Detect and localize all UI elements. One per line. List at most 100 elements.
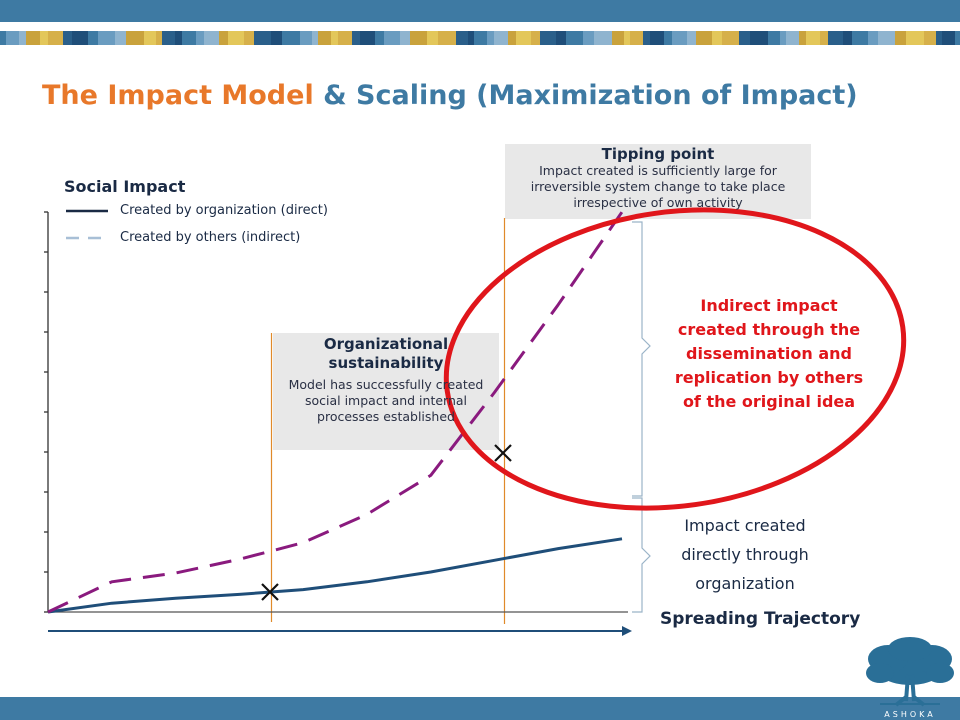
stripe-segment <box>696 31 712 45</box>
stripe-segment <box>338 31 352 45</box>
stripe-segment <box>282 31 300 45</box>
direct-note-line-3: organization <box>695 574 795 593</box>
sustainability-body-1: Model has successfully created <box>288 377 484 392</box>
stripe-segment <box>768 31 780 45</box>
stripe-segment <box>384 31 400 45</box>
stripe-segment <box>624 31 630 45</box>
stripe-segment <box>156 31 162 45</box>
stripe-segment <box>19 31 26 45</box>
stripe-segment <box>878 31 895 45</box>
stripe-segment <box>427 31 438 45</box>
stripe-segment <box>375 31 384 45</box>
tipping-point-heading: Tipping point <box>601 145 715 163</box>
stripe-segment <box>650 31 664 45</box>
stripe-segment <box>196 31 204 45</box>
indirect-note-line-2: created through the <box>677 320 861 339</box>
logo-wordmark: ASHOKA <box>884 710 935 719</box>
highlight-ellipse <box>443 207 907 511</box>
stripe-segment <box>924 31 936 45</box>
indirect-note-line-3: dissemination and <box>686 344 852 363</box>
stripe-segment <box>630 31 643 45</box>
stripe-segment <box>331 31 338 45</box>
stripe-segment <box>360 31 375 45</box>
stripe-segment <box>540 31 556 45</box>
stripe-segment <box>868 31 878 45</box>
tipping-point-box <box>505 144 811 219</box>
stripe-segment <box>750 31 768 45</box>
stripe-segment <box>612 31 624 45</box>
stripe-segment <box>516 31 531 45</box>
indirect-impact-line <box>47 211 624 614</box>
stripe-segment <box>40 31 48 45</box>
stripe-segment <box>672 31 687 45</box>
stripe-segment <box>244 31 254 45</box>
stripe-segment <box>175 31 182 45</box>
stripe-segment <box>219 31 228 45</box>
stripe-segment <box>312 31 318 45</box>
stripe-segment <box>780 31 786 45</box>
stripe-segment <box>254 31 271 45</box>
sustainability-body-2: social impact and internal <box>304 393 468 408</box>
stripe-segment <box>906 31 924 45</box>
stripe-segment <box>828 31 843 45</box>
stripe-segment <box>942 31 955 45</box>
bottom-banner <box>0 697 960 720</box>
stripe-segment <box>318 31 331 45</box>
stripe-segment <box>271 31 282 45</box>
stripe-segment <box>6 31 19 45</box>
stripe-segment <box>806 31 820 45</box>
stripe-segment <box>531 31 540 45</box>
indirect-note-line-4: replication by others <box>674 368 864 387</box>
stripe-segment <box>852 31 868 45</box>
stripe-segment <box>936 31 942 45</box>
stripe-segment <box>722 31 739 45</box>
indirect-brace <box>632 221 651 497</box>
stripe-segment <box>63 31 72 45</box>
stripe-segment <box>352 31 360 45</box>
stripe-segment <box>182 31 196 45</box>
stripe-segment <box>955 31 960 45</box>
stripe-segment <box>162 31 175 45</box>
stripe-segment <box>72 31 88 45</box>
stripe-segment <box>468 31 474 45</box>
sustainability-heading-1: Organizational <box>323 335 449 353</box>
stripe-segment <box>566 31 583 45</box>
stripe-segment <box>583 31 594 45</box>
stripe-segment <box>126 31 144 45</box>
tipping-point-body-3: irrespective of own activity <box>573 195 743 210</box>
stripe-segment <box>664 31 672 45</box>
stripe-segment <box>48 31 63 45</box>
stripe-segment <box>26 31 40 45</box>
stripe-segment <box>115 31 126 45</box>
legend-direct-label: Created by organization (direct) <box>120 203 328 218</box>
stripe-segment <box>487 31 494 45</box>
ashoka-tree-logo: ASHOKA <box>866 637 954 719</box>
x-axis-label: Spreading Trajectory <box>660 609 861 629</box>
direct-impact-line <box>47 537 623 614</box>
stripe-segment <box>144 31 156 45</box>
stripe-segment <box>799 31 806 45</box>
stripe-segment <box>786 31 799 45</box>
direct-note-line-1: Impact created <box>684 516 806 535</box>
stripe-segment <box>410 31 427 45</box>
tipping-point-body-2: irreversible system change to take place <box>530 179 786 194</box>
stripe-segment <box>594 31 612 45</box>
direct-brace <box>632 497 651 613</box>
stripe-segment <box>739 31 750 45</box>
stripe-segment <box>687 31 696 45</box>
stripe-segment <box>98 31 115 45</box>
decorative-stripe <box>0 31 960 45</box>
sustainability-heading-2: sustainability <box>328 354 444 372</box>
y-axis-ticks <box>44 211 48 613</box>
tipping-point-callout: Tipping point Impact created is sufficie… <box>505 145 811 211</box>
stripe-segment <box>895 31 906 45</box>
stripe-segment <box>88 31 98 45</box>
stripe-segment <box>474 31 487 45</box>
stripe-segment <box>400 31 410 45</box>
stripe-segment <box>712 31 722 45</box>
stripe-segment <box>494 31 508 45</box>
title-rest: & Scaling (Maximization of Impact) <box>323 80 858 111</box>
stripe-segment <box>456 31 468 45</box>
sustainability-body-3: processes established <box>317 409 455 424</box>
y-axis-label: Social Impact <box>64 177 186 196</box>
